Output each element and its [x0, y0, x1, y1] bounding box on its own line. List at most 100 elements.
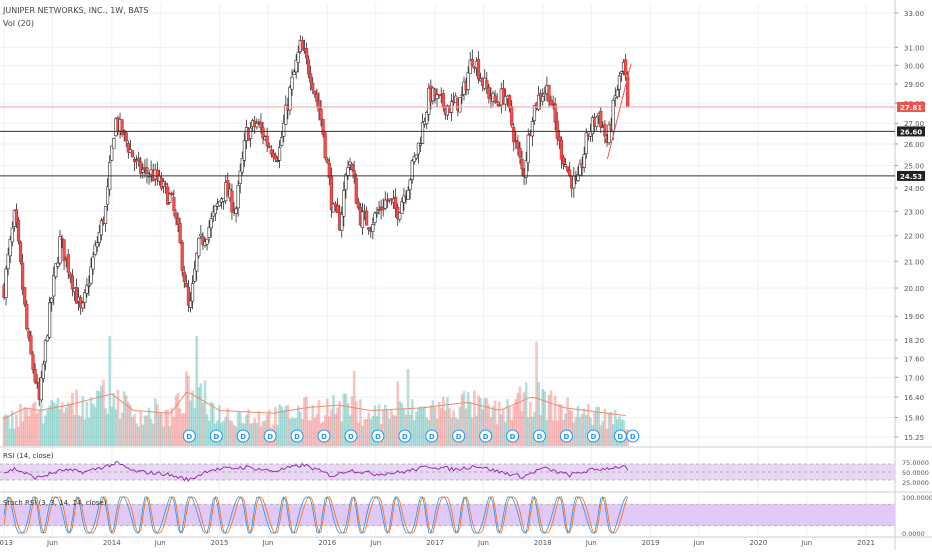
volume-bar	[247, 409, 250, 446]
candle-body	[255, 122, 259, 128]
candle-body	[615, 89, 619, 98]
candle-body	[541, 96, 545, 102]
candle-body	[164, 183, 168, 186]
volume-bar	[595, 406, 598, 446]
dividend-marker	[533, 429, 547, 443]
volume-bar	[371, 416, 375, 446]
volume-bar	[584, 415, 588, 446]
dividend-marker	[182, 429, 196, 443]
candle-body	[518, 147, 522, 158]
dividend-marker-label: D	[294, 433, 300, 441]
candle-body	[356, 201, 360, 209]
candle-body	[45, 335, 50, 342]
x-tick-label: 2014	[103, 539, 121, 547]
candle-body	[267, 146, 271, 148]
volume-bar	[205, 414, 209, 446]
candle-body	[126, 143, 130, 153]
volume-bar	[282, 410, 286, 446]
volume-bar	[137, 426, 140, 446]
price-badge	[897, 101, 925, 112]
candle-body	[259, 121, 263, 129]
volume-bar	[203, 380, 207, 446]
volume-bar	[560, 404, 563, 446]
volume-bar	[433, 407, 437, 446]
candle-body	[68, 273, 72, 278]
volume-bar	[361, 425, 364, 446]
price-tick-label: 17.00	[904, 374, 924, 382]
volume-bar	[613, 409, 617, 446]
candle-body	[304, 48, 309, 59]
volume-bar	[29, 409, 33, 446]
volume-bar	[58, 409, 62, 446]
candle-body	[282, 122, 286, 137]
volume-bar	[514, 399, 518, 446]
volume-bar	[180, 413, 184, 446]
candle-body	[296, 52, 300, 63]
volume-bar	[62, 412, 66, 446]
volume-bar	[330, 409, 333, 446]
candle-body	[141, 169, 145, 173]
candle-body	[277, 147, 282, 161]
volume-bar	[228, 420, 232, 446]
volume-bar	[35, 413, 39, 446]
price-tick-label: 22.00	[904, 233, 924, 241]
candle-body	[205, 238, 209, 245]
candle-body	[91, 256, 95, 270]
x-tick-label: 2019	[642, 539, 660, 547]
volume-bar	[259, 426, 263, 446]
volume-bar	[185, 371, 188, 446]
volume-bar	[342, 393, 346, 446]
candle-body	[348, 161, 352, 166]
volume-bar	[91, 403, 95, 446]
volume-bar	[475, 415, 478, 446]
volume-bar	[415, 411, 418, 446]
x-tick-label: 2017	[426, 539, 444, 547]
candle-body	[514, 139, 518, 142]
volume-bar	[145, 415, 149, 446]
candle-body	[468, 59, 472, 74]
dividend-marker-label: D	[348, 433, 354, 441]
volume-bar	[412, 420, 416, 446]
volume-bar	[222, 420, 225, 446]
volume-bar	[377, 404, 381, 446]
volume-bar	[359, 399, 362, 446]
candle-body	[476, 59, 481, 80]
candle-body	[273, 154, 278, 160]
candle-body	[41, 363, 45, 379]
price-tick-label: 30.00	[904, 62, 924, 70]
candle-body	[354, 177, 358, 204]
volume-bar	[558, 403, 561, 446]
candle-body	[524, 160, 528, 178]
candle-body	[47, 302, 52, 338]
candle-body	[25, 303, 29, 330]
volume-bar	[276, 424, 279, 446]
candle-body	[420, 122, 425, 144]
volume-bar	[410, 399, 414, 446]
candle-body	[207, 226, 211, 238]
dividend-marker-label: D	[402, 433, 408, 441]
dividend-marker	[479, 429, 493, 443]
volume-bar	[226, 408, 230, 446]
volume-bar	[491, 406, 495, 446]
volume-bar	[15, 414, 18, 446]
volume-bar	[199, 383, 203, 446]
volume-legend: Vol (20)	[3, 19, 34, 28]
volume-bar	[533, 412, 536, 446]
volume-bar	[50, 399, 53, 446]
candle-body	[520, 158, 524, 170]
volume-bar	[44, 415, 47, 446]
volume-bar	[582, 408, 586, 446]
price-tick-label: 26.00	[904, 141, 924, 149]
volume-bar	[437, 401, 441, 446]
candle-body	[532, 105, 537, 122]
dividend-marker-label: D	[564, 433, 570, 441]
volume-bar	[296, 405, 300, 446]
volume-bar	[143, 415, 147, 446]
volume-bar	[211, 403, 215, 446]
volume-bar	[255, 422, 259, 446]
candle-body	[307, 59, 311, 75]
candle-body	[124, 132, 128, 142]
volume-bar	[79, 416, 82, 446]
candle-body	[497, 104, 501, 107]
